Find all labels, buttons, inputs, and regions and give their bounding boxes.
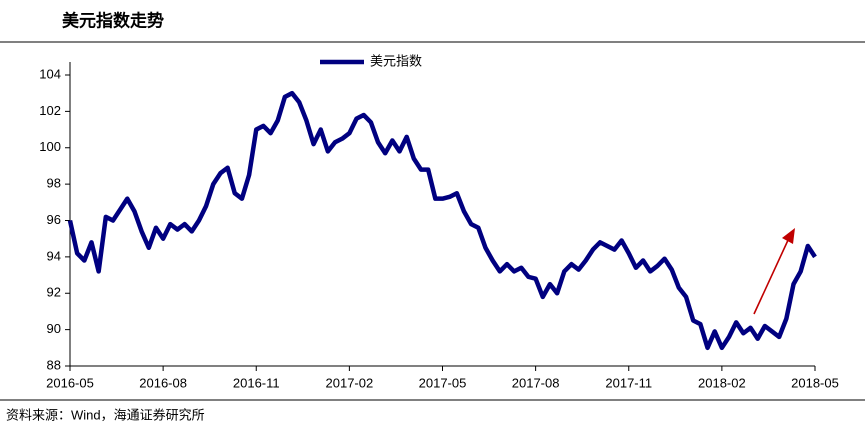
line-series (67, 90, 817, 351)
y-tick-label: 92 (47, 285, 61, 300)
y-tick-label: 88 (47, 357, 61, 372)
x-tick-label: 2018-05 (791, 375, 839, 390)
chart-title: 美元指数走势 (62, 11, 164, 32)
x-tick-label: 2017-05 (419, 375, 467, 390)
x-tick-label: 2017-11 (605, 375, 652, 390)
x-tick-label: 2018-02 (698, 375, 746, 390)
y-tick-label: 96 (47, 212, 61, 227)
x-tick-label: 2016-08 (139, 375, 187, 390)
legend-label: 美元指数 (370, 53, 422, 68)
source-note: 资料来源：Wind，海通证券研究所 (6, 407, 205, 422)
x-tick-label: 2016-05 (46, 375, 94, 390)
x-tick-label: 2017-02 (326, 375, 374, 390)
y-tick-label: 104 (39, 66, 61, 81)
x-tick-label: 2016-11 (233, 375, 280, 390)
trend-arrow-head (782, 228, 795, 244)
y-tick-label: 98 (47, 176, 61, 191)
y-tick-label: 100 (39, 139, 61, 154)
trend-arrow (753, 237, 790, 315)
y-tick-label: 94 (47, 248, 61, 263)
y-tick-label: 102 (39, 103, 61, 118)
x-tick-label: 2017-08 (512, 375, 560, 390)
y-tick-label: 90 (47, 321, 61, 336)
